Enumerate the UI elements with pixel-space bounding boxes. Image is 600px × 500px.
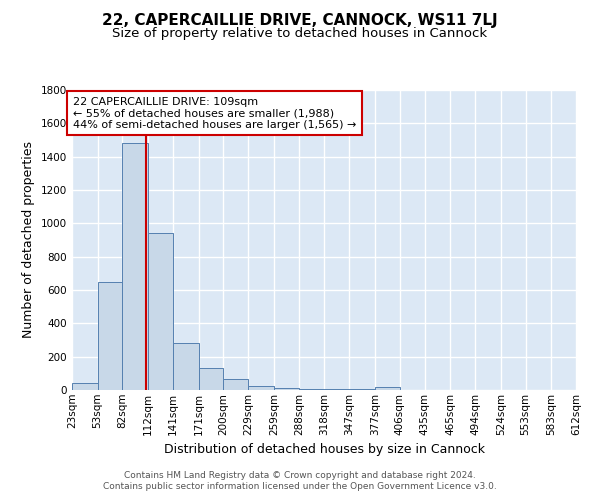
Bar: [199, 368, 223, 390]
Text: Contains public sector information licensed under the Open Government Licence v3: Contains public sector information licen…: [103, 482, 497, 491]
Text: 22 CAPERCAILLIE DRIVE: 109sqm
← 55% of detached houses are smaller (1,988)
44% o: 22 CAPERCAILLIE DRIVE: 109sqm ← 55% of d…: [73, 96, 356, 130]
Bar: [248, 386, 274, 390]
Text: Size of property relative to detached houses in Cannock: Size of property relative to detached ho…: [112, 28, 488, 40]
Bar: [98, 282, 122, 390]
Bar: [148, 234, 173, 390]
Text: 22, CAPERCAILLIE DRIVE, CANNOCK, WS11 7LJ: 22, CAPERCAILLIE DRIVE, CANNOCK, WS11 7L…: [102, 12, 498, 28]
Bar: [173, 342, 199, 390]
Y-axis label: Number of detached properties: Number of detached properties: [22, 142, 35, 338]
Bar: [223, 379, 248, 390]
Bar: [375, 387, 400, 390]
Bar: [274, 388, 299, 390]
Bar: [325, 389, 349, 390]
Bar: [72, 384, 98, 390]
X-axis label: Distribution of detached houses by size in Cannock: Distribution of detached houses by size …: [163, 443, 485, 456]
Text: Contains HM Land Registry data © Crown copyright and database right 2024.: Contains HM Land Registry data © Crown c…: [124, 471, 476, 480]
Bar: [122, 144, 148, 390]
Bar: [299, 388, 325, 390]
